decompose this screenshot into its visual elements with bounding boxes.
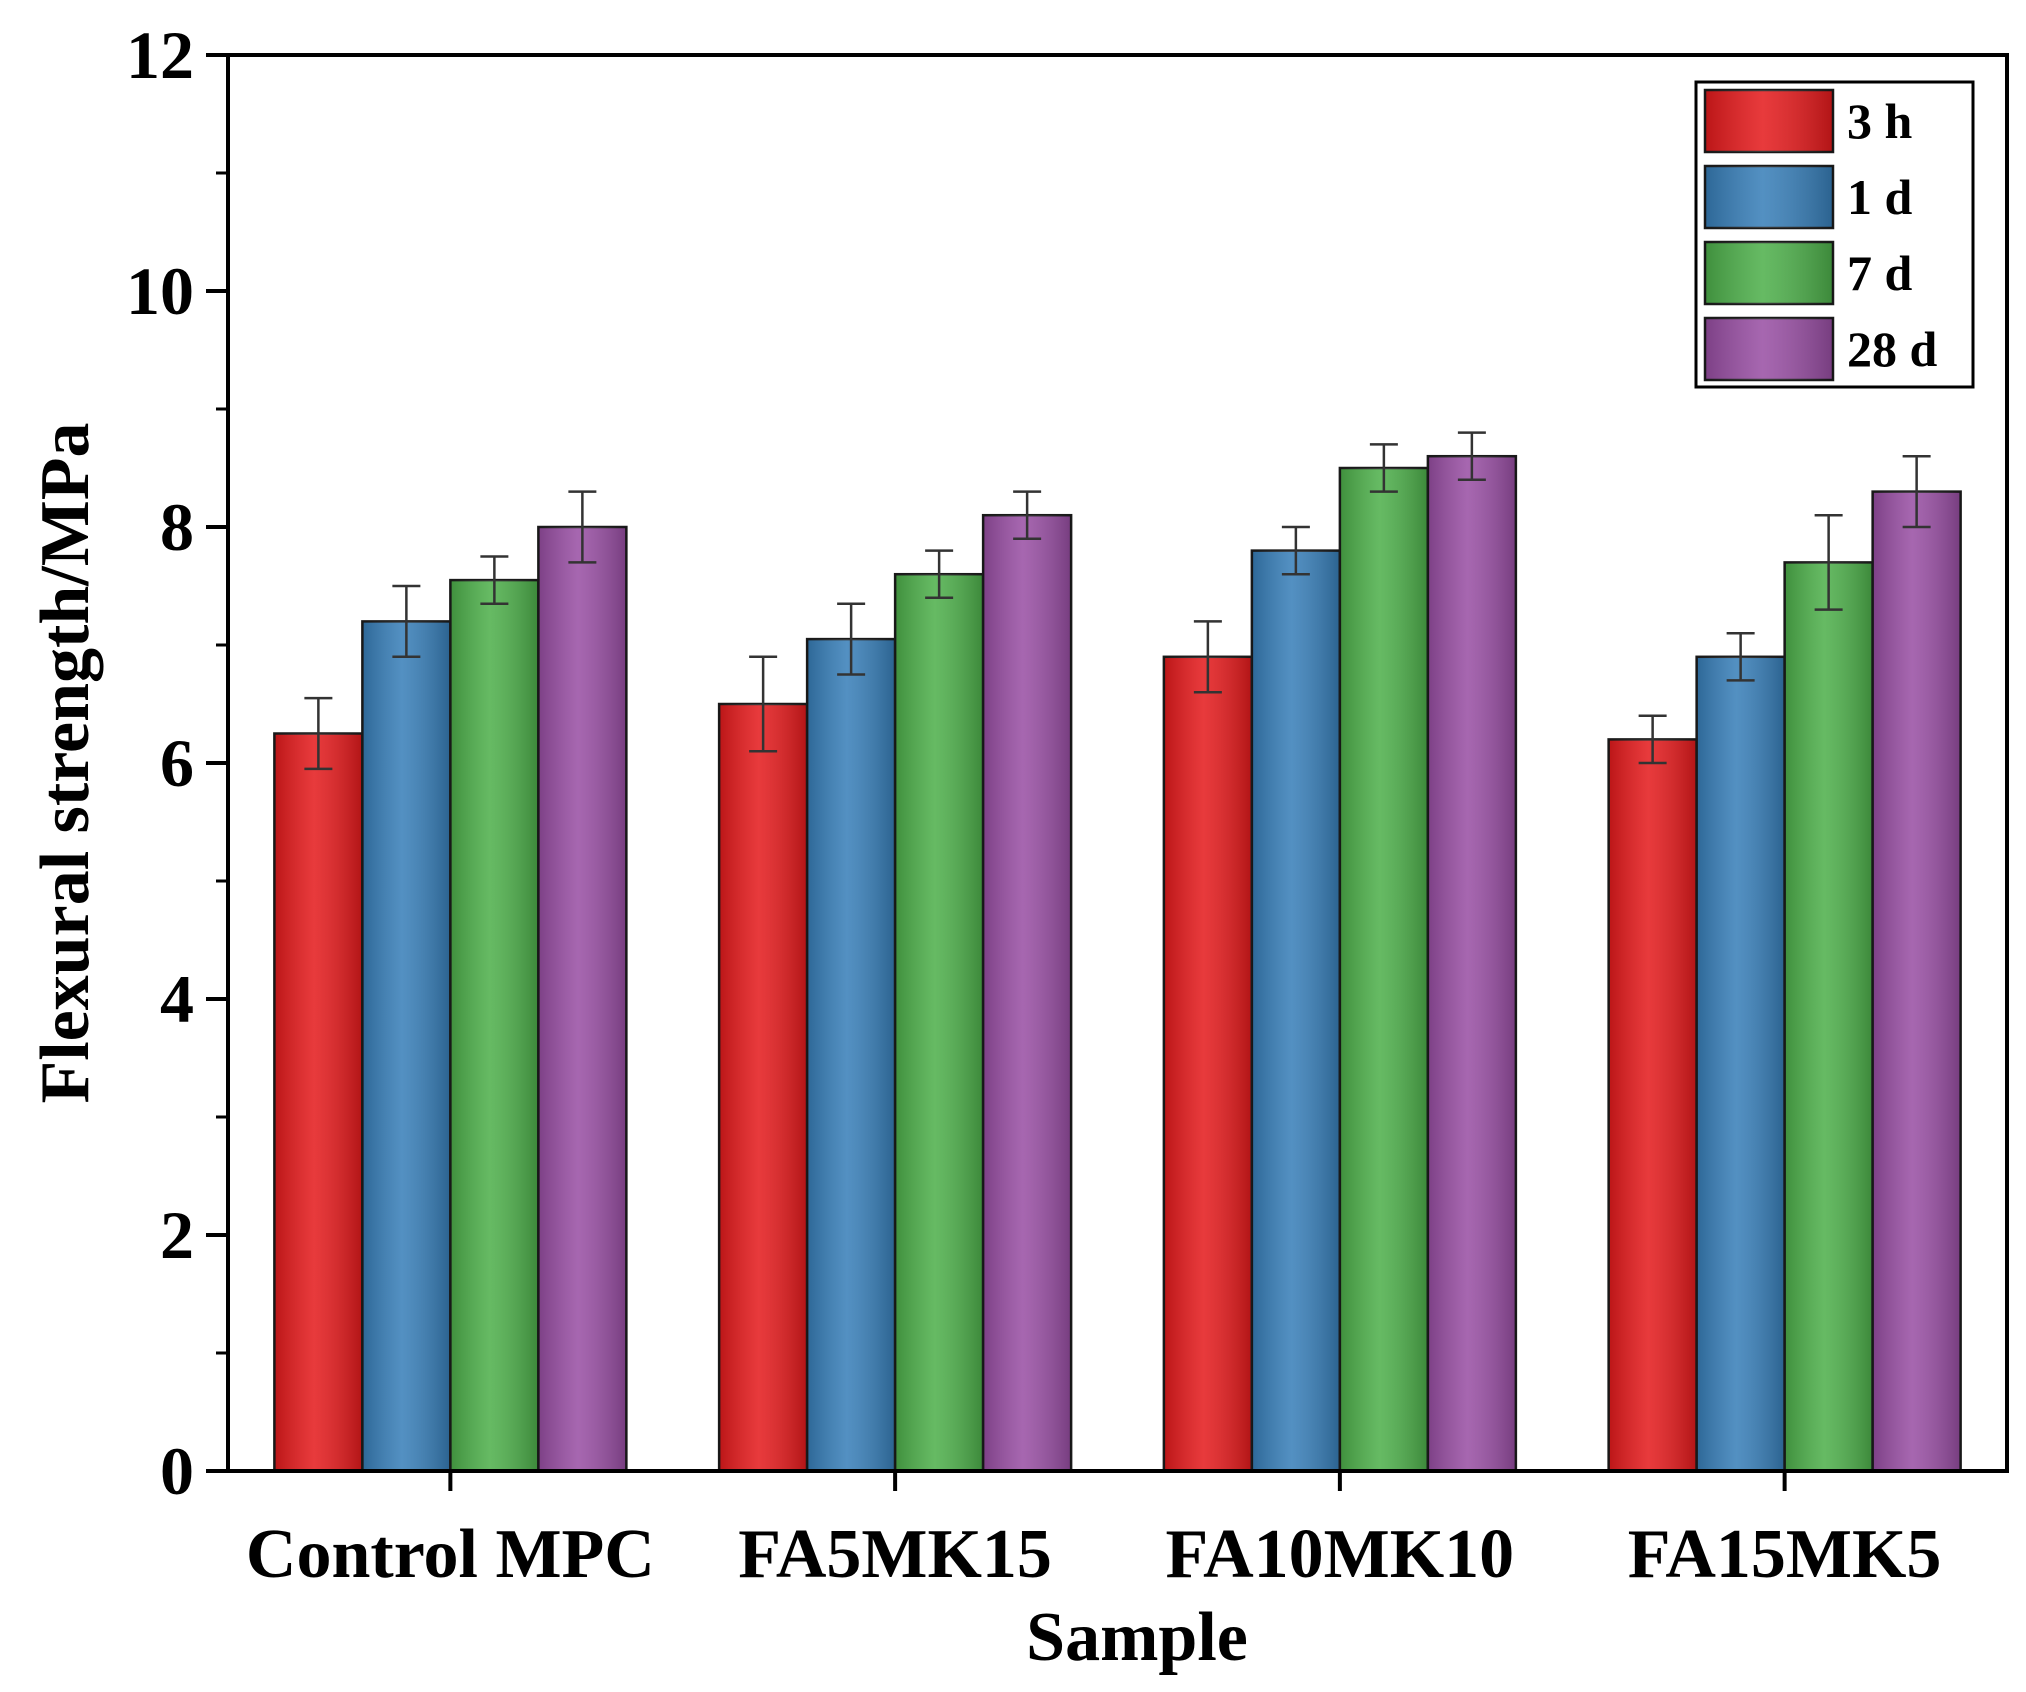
y-tick-label: 0 <box>160 1433 194 1509</box>
bar-shading <box>1784 562 1873 1471</box>
legend-label: 7 d <box>1847 245 1913 301</box>
legend-swatch-shading <box>1705 166 1833 228</box>
x-axis: Control MPC FA5MK15 FA10MK10 FA15MK5 <box>246 1471 1942 1593</box>
x-category-label: FA15MK5 <box>1628 1516 1942 1593</box>
y-tick-label: 2 <box>160 1197 194 1273</box>
bars-layer <box>273 454 1962 1473</box>
bar-shading <box>1339 468 1428 1471</box>
x-category-label: FA5MK15 <box>738 1516 1052 1593</box>
y-tick-label: 6 <box>160 725 194 801</box>
x-category-label: Control MPC <box>246 1516 655 1593</box>
bar-shading <box>1872 491 1961 1472</box>
y-tick-label: 8 <box>160 489 194 565</box>
bar-shading <box>1163 656 1252 1471</box>
y-tick-label: 4 <box>160 961 194 1037</box>
error-bars-layer <box>304 431 1931 771</box>
x-axis-title: Sample <box>1026 1599 1248 1676</box>
bar-shading <box>1696 656 1785 1471</box>
y-axis: 0 2 4 6 8 10 12 <box>126 17 228 1509</box>
bar-shading <box>719 704 808 1471</box>
y-tick-label: 10 <box>126 253 194 329</box>
bar-shading <box>1427 456 1516 1471</box>
legend-swatch-shading <box>1705 318 1833 380</box>
bar-shading <box>1608 739 1697 1471</box>
bar-shading <box>362 621 451 1471</box>
legend-label: 1 d <box>1847 169 1913 225</box>
bar-shading <box>450 580 539 1471</box>
bar-shading <box>807 639 896 1471</box>
bar-shading <box>274 733 363 1471</box>
y-axis-title: Flexural strength/MPa <box>27 422 104 1103</box>
bar-shading <box>538 527 627 1471</box>
legend-swatch-shading <box>1705 90 1833 152</box>
bar-shading <box>895 574 984 1471</box>
x-category-label: FA10MK10 <box>1166 1516 1515 1593</box>
y-tick-label: 12 <box>126 17 194 93</box>
legend: 3 h 1 d 7 d 28 d <box>1694 80 1975 389</box>
legend-label: 28 d <box>1847 321 1938 377</box>
legend-label: 3 h <box>1847 93 1913 149</box>
bar-shading <box>1251 550 1340 1471</box>
legend-swatch-shading <box>1705 242 1833 304</box>
bar-shading <box>983 515 1072 1471</box>
